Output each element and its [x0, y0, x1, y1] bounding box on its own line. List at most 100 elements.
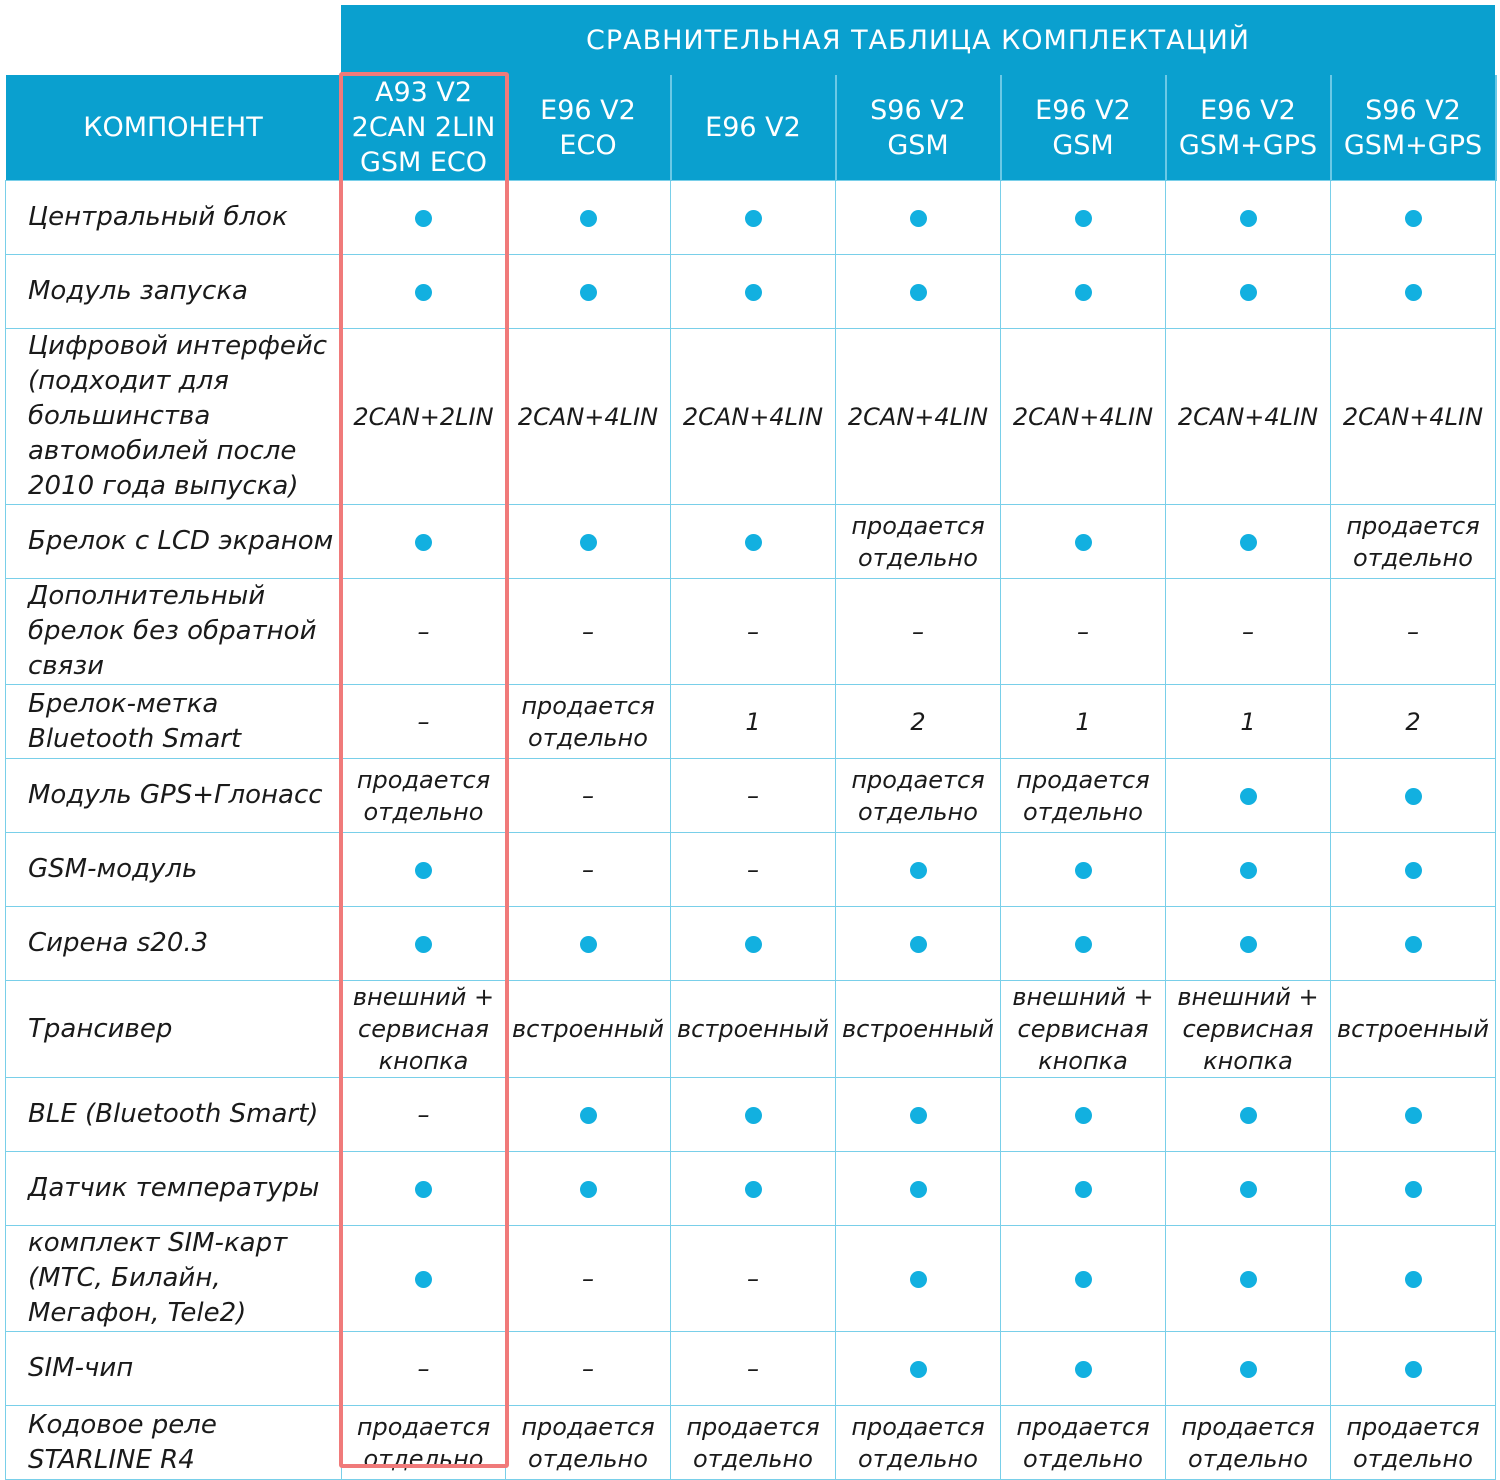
component-label: GSM-модуль: [5, 832, 342, 907]
included-cell: [1000, 1225, 1166, 1332]
component-label: Датчик температуры: [5, 1151, 342, 1226]
not-included-cell: –: [670, 1225, 836, 1332]
column-header-line: S96 V2: [870, 94, 966, 126]
table-row: Центральный блок: [5, 180, 1496, 255]
included-dot-icon: [744, 1181, 762, 1198]
value-cell: продается отдельно: [1000, 1405, 1166, 1480]
table-row: SIM-чип – – –: [5, 1331, 1496, 1406]
included-dot-icon: [579, 534, 597, 551]
included-dot-icon: [415, 1181, 432, 1198]
table-row: Брелок с LCD экраном продается отдельно пр…: [5, 504, 1496, 579]
included-cell: [505, 1151, 671, 1226]
value-cell: продается отдельно: [670, 1405, 836, 1480]
included-cell: [1165, 758, 1331, 833]
included-dot-icon: [1404, 284, 1422, 301]
included-cell: [505, 180, 671, 255]
component-label: Брелок-метка Bluetooth Smart: [5, 684, 342, 759]
included-cell: [505, 504, 671, 579]
value-cell: продается отдельно: [341, 1405, 506, 1480]
included-dot-icon: [1239, 788, 1257, 805]
column-header-a93-v2-2can-2lin-gsm-eco: A93 V2 2CAN 2LIN GSM ECO: [340, 75, 507, 181]
included-dot-icon: [909, 284, 927, 301]
table-row: Датчик температуры: [5, 1151, 1496, 1226]
included-dot-icon: [415, 1271, 432, 1288]
included-cell: [1165, 1151, 1331, 1226]
included-cell: [341, 1225, 506, 1332]
included-dot-icon: [744, 534, 762, 551]
included-dot-icon: [1404, 1361, 1422, 1378]
value-cell: продается отдельно: [505, 684, 671, 759]
value-cell: 2CAN+4LIN: [670, 328, 836, 505]
included-cell: [341, 180, 506, 255]
included-dot-icon: [1239, 1361, 1257, 1378]
included-cell: [835, 1225, 1001, 1332]
included-cell: [1165, 1225, 1331, 1332]
included-cell: [341, 832, 506, 907]
included-dot-icon: [744, 936, 762, 953]
component-label: Центральный блок: [5, 180, 342, 255]
included-dot-icon: [579, 210, 597, 227]
included-dot-icon: [1404, 1107, 1422, 1124]
included-cell: [1165, 1331, 1331, 1406]
included-cell: [835, 906, 1001, 981]
included-cell: [1330, 1225, 1496, 1332]
included-dot-icon: [909, 862, 927, 879]
component-label: Дополнительный брелок без обратной связи: [5, 578, 342, 685]
included-cell: [835, 1077, 1001, 1152]
included-cell: [835, 1331, 1001, 1406]
value-cell: 1: [1000, 684, 1166, 759]
included-cell: [1000, 832, 1166, 907]
component-label: Кодовое реле STARLINE R4: [5, 1405, 342, 1480]
included-cell: [1330, 1077, 1496, 1152]
included-cell: [670, 504, 836, 579]
not-included-cell: –: [341, 578, 506, 685]
included-dot-icon: [415, 862, 432, 879]
value-cell: внешний + сервисная кнопка: [341, 980, 506, 1078]
included-cell: [670, 254, 836, 329]
column-header-e96-v2-eco: E96 V2 ECO: [504, 75, 672, 181]
included-cell: [1000, 1151, 1166, 1226]
not-included-cell: –: [505, 832, 671, 907]
column-header-line: GSM+GPS: [1343, 129, 1483, 161]
included-dot-icon: [744, 210, 762, 227]
table-row: Сирена s20.3: [5, 906, 1496, 981]
included-dot-icon: [579, 1107, 597, 1124]
included-cell: [341, 254, 506, 329]
value-cell: продается отдельно: [1330, 1405, 1496, 1480]
included-dot-icon: [1074, 862, 1092, 879]
included-dot-icon: [909, 936, 927, 953]
included-cell: [835, 832, 1001, 907]
included-dot-icon: [1074, 1107, 1092, 1124]
included-dot-icon: [1239, 862, 1257, 879]
included-cell: [1000, 504, 1166, 579]
not-included-cell: –: [505, 1225, 671, 1332]
component-label: Сирена s20.3: [5, 906, 342, 981]
column-header-line: E96 V2: [1200, 94, 1296, 126]
column-header-e96-v2-gsm-gps: E96 V2 GSM+GPS: [1164, 75, 1332, 181]
included-cell: [1000, 1077, 1166, 1152]
table-row: Брелок-метка Bluetooth Smart – продается о…: [5, 684, 1496, 759]
value-cell: продается отдельно: [1330, 504, 1496, 579]
included-dot-icon: [1074, 936, 1092, 953]
included-dot-icon: [1404, 210, 1422, 227]
included-dot-icon: [579, 1181, 597, 1198]
value-cell: внешний + сервисная кнопка: [1000, 980, 1166, 1078]
component-label: Модуль запуска: [5, 254, 342, 329]
included-cell: [1165, 254, 1331, 329]
included-dot-icon: [744, 284, 762, 301]
not-included-cell: –: [670, 1331, 836, 1406]
included-cell: [1000, 1331, 1166, 1406]
included-dot-icon: [1239, 936, 1257, 953]
included-dot-icon: [1074, 284, 1092, 301]
value-cell: 2: [1330, 684, 1496, 759]
not-included-cell: –: [670, 578, 836, 685]
value-cell: встроенный: [835, 980, 1001, 1078]
included-cell: [1000, 254, 1166, 329]
header-row: КОМПОНЕНТ A93 V2 2CAN 2LIN GSM ECO E96 V…: [5, 75, 1497, 181]
value-cell: 1: [670, 684, 836, 759]
table-title: СРАВНИТЕЛЬНАЯ ТАБЛИЦА КОМПЛЕКТАЦИЙ: [341, 5, 1495, 75]
included-cell: [1000, 906, 1166, 981]
not-included-cell: –: [505, 578, 671, 685]
included-dot-icon: [1239, 284, 1257, 301]
included-dot-icon: [415, 210, 432, 227]
